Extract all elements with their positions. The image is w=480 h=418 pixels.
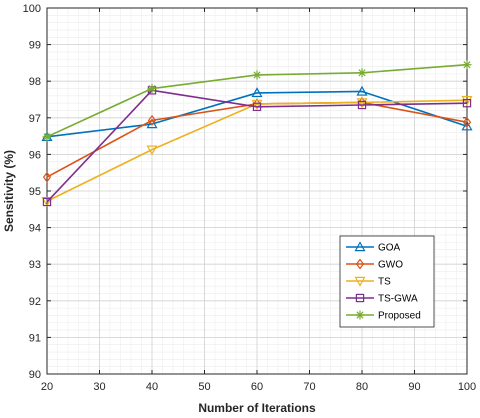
data-point xyxy=(354,276,366,287)
data-point xyxy=(462,98,472,108)
data-point xyxy=(252,102,262,112)
data-point xyxy=(462,60,472,70)
x-tick-label: 40 xyxy=(146,381,158,393)
y-tick-labels: 90 91 92 93 94 95 96 97 98 99 100 xyxy=(23,3,41,381)
y-tick-label: 94 xyxy=(29,223,41,235)
data-point xyxy=(355,258,365,270)
data-point xyxy=(354,241,366,252)
x-tick-label: 20 xyxy=(41,381,53,393)
data-point xyxy=(42,197,52,207)
data-point xyxy=(252,70,262,80)
series-line xyxy=(46,89,468,203)
legend-label: GOA xyxy=(378,243,401,254)
data-series xyxy=(41,60,473,207)
series-proposed xyxy=(42,60,472,142)
y-tick-label: 100 xyxy=(23,3,41,15)
data-point xyxy=(42,132,52,142)
x-tick-label: 50 xyxy=(198,381,210,393)
y-tick-label: 99 xyxy=(29,40,41,52)
y-tick-label: 96 xyxy=(29,149,41,161)
y-tick-label: 95 xyxy=(29,186,41,198)
y-axis-label: Sensitivity (%) xyxy=(2,150,16,232)
legend-entry: GWO xyxy=(346,258,403,271)
data-point xyxy=(251,87,263,98)
legend-label: TS xyxy=(378,277,391,288)
legend-entry: TS-GWA xyxy=(346,294,418,305)
x-tick-label: 70 xyxy=(303,381,315,393)
data-point xyxy=(355,310,365,320)
legend-entry: Proposed xyxy=(346,310,421,322)
series-ts xyxy=(41,96,473,207)
data-point xyxy=(42,171,52,183)
data-point xyxy=(147,114,157,126)
x-axis-label: Number of Iterations xyxy=(198,401,316,415)
data-point xyxy=(147,84,157,94)
y-tick-label: 92 xyxy=(29,296,41,308)
x-tick-label: 30 xyxy=(93,381,105,393)
legend-entry: TS xyxy=(346,277,391,288)
y-tick-label: 91 xyxy=(29,332,41,344)
y-tick-label: 98 xyxy=(29,76,41,88)
data-point xyxy=(461,96,473,106)
x-tick-label: 60 xyxy=(251,381,263,393)
data-point xyxy=(355,293,365,303)
x-tick-label: 100 xyxy=(458,381,476,393)
data-point xyxy=(356,98,368,109)
legend-entry: GOA xyxy=(346,241,401,254)
legend-label: GWO xyxy=(378,260,403,271)
data-point xyxy=(146,145,158,156)
data-point xyxy=(462,116,472,128)
data-point xyxy=(461,120,473,131)
data-point xyxy=(356,85,368,96)
x-tick-labels: 20 30 40 50 60 70 80 90 100 xyxy=(41,381,476,393)
data-point xyxy=(251,99,263,110)
y-tick-label: 97 xyxy=(29,113,41,125)
series-line xyxy=(46,99,468,202)
legend-label: Proposed xyxy=(378,311,421,322)
axes xyxy=(46,7,468,375)
data-point xyxy=(357,100,367,110)
data-point xyxy=(41,197,53,207)
y-tick-label: 90 xyxy=(29,369,41,381)
legend: GOA GWO TS TS-GWA Proposed xyxy=(339,235,435,328)
data-point xyxy=(146,118,158,129)
data-point xyxy=(357,68,367,78)
x-tick-label: 80 xyxy=(356,381,368,393)
legend-label: TS-GWA xyxy=(378,294,418,305)
x-tick-label: 90 xyxy=(408,381,420,393)
y-tick-label: 93 xyxy=(29,259,41,271)
